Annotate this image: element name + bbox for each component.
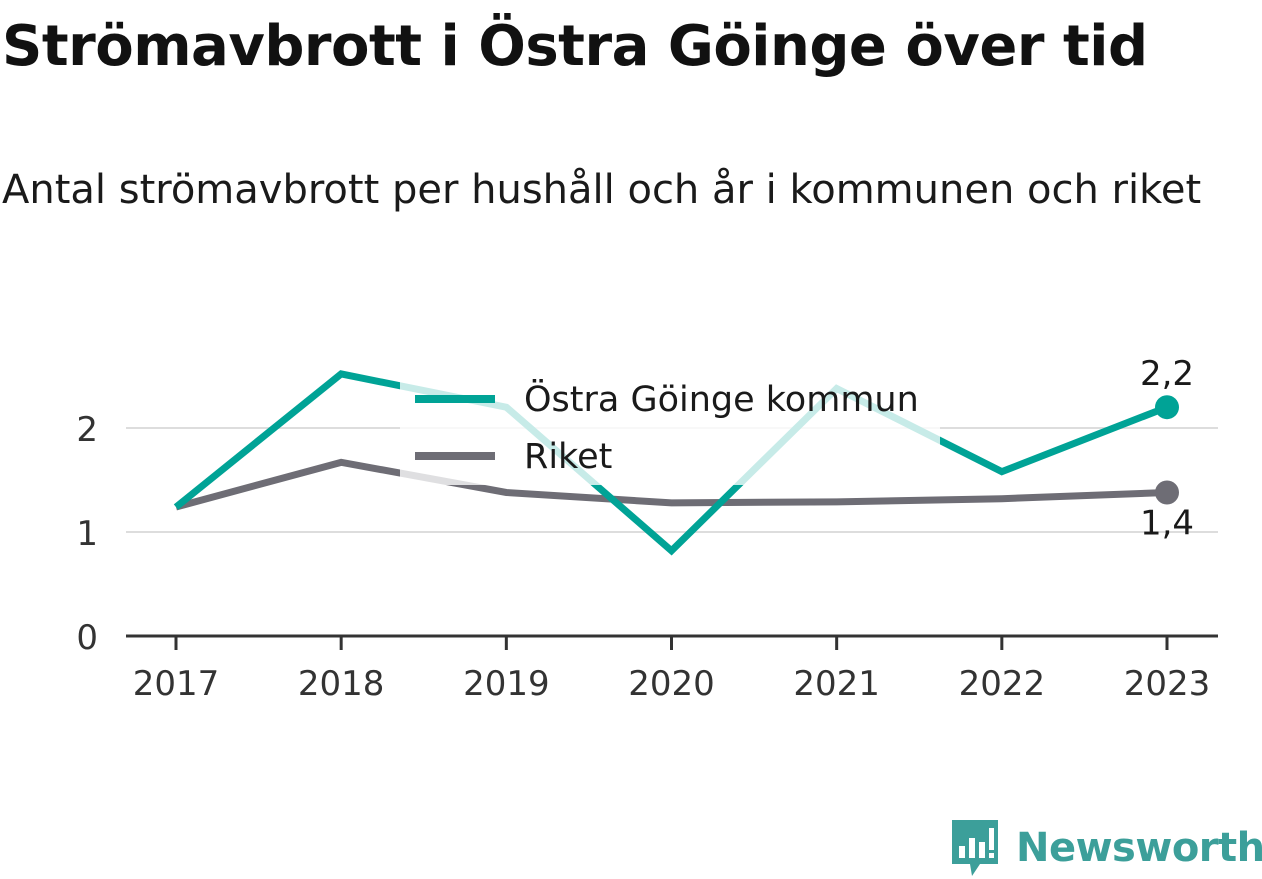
x-tick-label: 2020 <box>628 664 715 704</box>
x-axis-ticks: 2017 2018 2019 2020 2021 2022 2023 <box>133 636 1211 704</box>
newsworthy-logo: Newsworthy <box>950 818 1262 878</box>
chart-subtitle: Antal strömavbrott per hushåll och år i … <box>2 167 1202 213</box>
y-tick-label: 0 <box>76 618 98 658</box>
x-tick-label: 2023 <box>1124 664 1211 704</box>
legend: Östra Göinge kommun Riket <box>400 365 940 485</box>
legend-backdrop <box>400 365 940 485</box>
series-lines <box>173 370 1169 556</box>
brand-name: Newsworthy <box>1016 825 1262 871</box>
chart-title: Strömavbrott i Östra Göinge över tid <box>2 14 1148 79</box>
newsworthy-logo-icon <box>952 820 998 876</box>
series-line-ostra-goinge <box>173 370 1169 556</box>
y-tick-label: 1 <box>76 514 98 554</box>
end-value-label: 2,2 <box>1140 354 1194 394</box>
y-tick-label: 2 <box>76 410 98 450</box>
end-value-label: 1,4 <box>1140 503 1194 543</box>
end-markers: 2,2 1,4 <box>1140 354 1194 543</box>
y-axis-ticks: 0 1 2 <box>76 410 98 658</box>
end-marker-riket <box>1155 480 1179 505</box>
x-tick-label: 2017 <box>133 664 220 704</box>
legend-label-east: Östra Göinge kommun <box>524 378 919 420</box>
x-tick-label: 2022 <box>959 664 1046 704</box>
end-marker-ostra-goinge <box>1155 395 1179 420</box>
legend-label-riket: Riket <box>524 437 612 477</box>
x-tick-label: 2021 <box>793 664 880 704</box>
x-tick-label: 2018 <box>298 664 385 704</box>
series-line-riket <box>175 458 1168 511</box>
x-tick-label: 2019 <box>463 664 550 704</box>
